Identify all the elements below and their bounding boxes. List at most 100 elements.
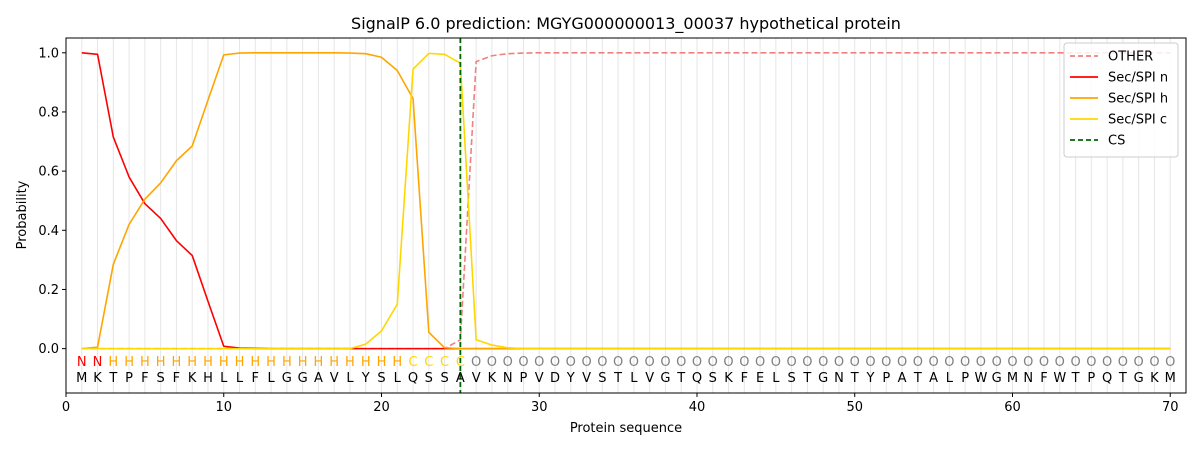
region-label: C bbox=[440, 355, 449, 370]
region-label: O bbox=[787, 355, 797, 370]
residue-label: H bbox=[203, 371, 213, 386]
region-label: O bbox=[992, 355, 1002, 370]
residue-label: L bbox=[267, 371, 275, 386]
residue-label: N bbox=[1023, 371, 1033, 386]
region-label: O bbox=[597, 355, 607, 370]
residue-label: Q bbox=[1102, 371, 1112, 386]
y-tick-label: 0.4 bbox=[38, 224, 59, 239]
residue-label: Y bbox=[566, 371, 575, 386]
residue-label: Y bbox=[361, 371, 370, 386]
residue-label: A bbox=[456, 371, 465, 386]
region-label: H bbox=[314, 355, 324, 370]
x-tick-label: 70 bbox=[1162, 400, 1179, 415]
residue-label: P bbox=[520, 371, 528, 386]
x-tick-label: 0 bbox=[62, 400, 70, 415]
region-label: O bbox=[1149, 355, 1159, 370]
region-label: O bbox=[676, 355, 686, 370]
y-tick-label: 0.8 bbox=[38, 105, 59, 120]
residue-label: G bbox=[298, 371, 308, 386]
residue-label: P bbox=[882, 371, 890, 386]
region-label: H bbox=[298, 355, 308, 370]
region-label: H bbox=[345, 355, 355, 370]
series-layer bbox=[81, 51, 1171, 350]
region-label: O bbox=[1007, 355, 1017, 370]
region-label: O bbox=[960, 355, 970, 370]
residue-label: T bbox=[613, 371, 622, 386]
region-label: O bbox=[629, 355, 639, 370]
region-label: O bbox=[487, 355, 497, 370]
region-label: O bbox=[913, 355, 923, 370]
region-label: O bbox=[1102, 355, 1112, 370]
residue-label: N bbox=[834, 371, 844, 386]
residue-label: M bbox=[1007, 371, 1018, 386]
residue-label: N bbox=[503, 371, 513, 386]
region-label: O bbox=[471, 355, 481, 370]
x-tick-label: 50 bbox=[846, 400, 863, 415]
residue-label: T bbox=[802, 371, 811, 386]
region-label: O bbox=[944, 355, 954, 370]
residue-label: F bbox=[141, 371, 148, 386]
region-label: H bbox=[187, 355, 197, 370]
region-label: O bbox=[1055, 355, 1065, 370]
legend-entry: Sec/SPI n bbox=[1108, 71, 1168, 86]
residue-label: W bbox=[974, 371, 987, 386]
region-label: O bbox=[581, 355, 591, 370]
residue-label: L bbox=[346, 371, 354, 386]
residue-label: K bbox=[93, 371, 102, 386]
series-line-sec-spi-c bbox=[81, 52, 1171, 350]
residue-label: V bbox=[330, 371, 339, 386]
residue-label: T bbox=[1118, 371, 1127, 386]
residue-label: L bbox=[394, 371, 402, 386]
series-line-other bbox=[81, 51, 1171, 350]
residue-label: P bbox=[125, 371, 133, 386]
region-label: O bbox=[1134, 355, 1144, 370]
y-axis-label: Probability bbox=[15, 180, 30, 249]
residue-label: V bbox=[645, 371, 654, 386]
region-label: C bbox=[456, 355, 465, 370]
residue-label: E bbox=[756, 371, 764, 386]
residue-label: S bbox=[377, 371, 385, 386]
region-label: O bbox=[1039, 355, 1049, 370]
residue-label: D bbox=[550, 371, 560, 386]
region-label: O bbox=[802, 355, 812, 370]
region-label: O bbox=[660, 355, 670, 370]
region-label: O bbox=[566, 355, 576, 370]
residue-label: T bbox=[108, 371, 117, 386]
residue-label: F bbox=[741, 371, 748, 386]
region-label: O bbox=[518, 355, 528, 370]
region-label: H bbox=[140, 355, 150, 370]
region-label: H bbox=[108, 355, 118, 370]
region-label: O bbox=[850, 355, 860, 370]
residue-label: G bbox=[282, 371, 292, 386]
region-label: O bbox=[645, 355, 655, 370]
region-label: H bbox=[329, 355, 339, 370]
residue-label: L bbox=[630, 371, 638, 386]
residue-label: M bbox=[76, 371, 87, 386]
region-label: H bbox=[172, 355, 182, 370]
region-label: O bbox=[755, 355, 765, 370]
region-label: O bbox=[818, 355, 828, 370]
residue-label: K bbox=[188, 371, 197, 386]
grid-layer bbox=[81, 38, 1171, 393]
region-label: O bbox=[976, 355, 986, 370]
series-line-sec-spi-h bbox=[81, 51, 1171, 350]
residue-label: T bbox=[850, 371, 859, 386]
region-label: O bbox=[692, 355, 702, 370]
x-tick-label: 30 bbox=[531, 400, 548, 415]
residue-label: A bbox=[929, 371, 938, 386]
legend-entry: CS bbox=[1108, 134, 1125, 149]
x-tick-label: 20 bbox=[373, 400, 390, 415]
y-axis-ticks: 0.0 0.2 0.4 0.6 0.8 1.0 bbox=[38, 46, 66, 357]
residue-label: G bbox=[1134, 371, 1144, 386]
residue-label: L bbox=[220, 371, 228, 386]
region-label: O bbox=[739, 355, 749, 370]
region-label: H bbox=[266, 355, 276, 370]
residue-label: T bbox=[676, 371, 685, 386]
residue-label: S bbox=[425, 371, 433, 386]
x-axis-ticks: 0 10 20 30 40 50 60 70 bbox=[62, 393, 1179, 415]
y-tick-label: 0.6 bbox=[38, 165, 59, 180]
residue-label: F bbox=[252, 371, 259, 386]
plot-frame bbox=[65, 37, 1187, 394]
residue-label: Y bbox=[866, 371, 875, 386]
y-tick-label: 0.0 bbox=[38, 342, 59, 357]
